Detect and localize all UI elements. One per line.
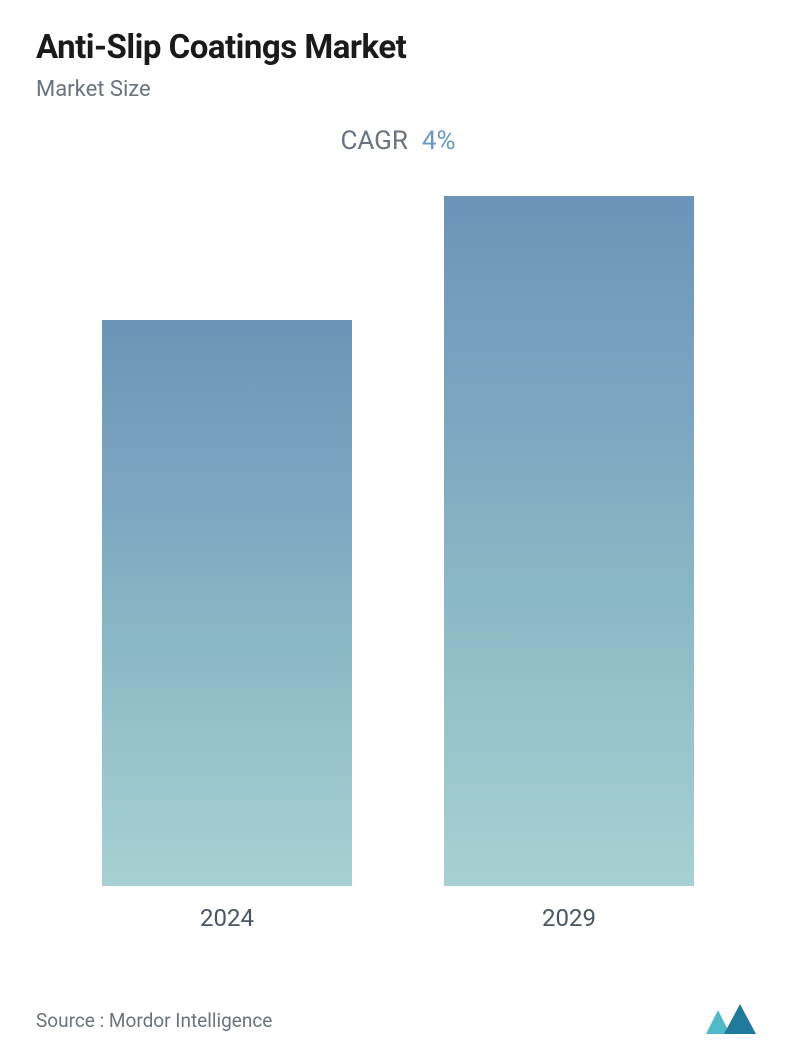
bar bbox=[444, 196, 694, 886]
bar bbox=[102, 320, 352, 886]
brand-logo-icon bbox=[704, 1002, 760, 1038]
footer-row: Source : Mordor Intelligence bbox=[36, 952, 760, 1038]
cagr-label: CAGR bbox=[340, 126, 407, 156]
bar-group: 2029 bbox=[434, 196, 704, 932]
bar-label: 2024 bbox=[200, 904, 254, 932]
cagr-value: 4% bbox=[422, 126, 456, 156]
bar-label: 2029 bbox=[542, 904, 596, 932]
bar-chart-area: 2024 2029 bbox=[36, 196, 760, 942]
bar-group: 2024 bbox=[92, 320, 362, 932]
chart-title: Anti-Slip Coatings Market bbox=[36, 28, 760, 67]
infographic-container: Anti-Slip Coatings Market Market Size CA… bbox=[0, 0, 796, 1034]
source-text: Source : Mordor Intelligence bbox=[36, 1009, 272, 1032]
cagr-row: CAGR 4% bbox=[36, 126, 760, 156]
chart-subtitle: Market Size bbox=[36, 77, 760, 102]
